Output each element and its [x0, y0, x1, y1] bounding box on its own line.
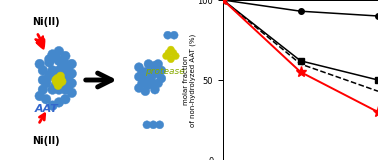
Circle shape [67, 88, 76, 98]
Circle shape [57, 76, 65, 84]
Text: AAT: AAT [35, 104, 59, 114]
Circle shape [53, 78, 60, 86]
Circle shape [51, 74, 60, 83]
Circle shape [163, 52, 170, 60]
Circle shape [141, 76, 150, 84]
Circle shape [45, 58, 54, 67]
Circle shape [54, 82, 62, 90]
Circle shape [54, 98, 64, 107]
Circle shape [45, 54, 54, 64]
Circle shape [67, 78, 76, 88]
Circle shape [48, 66, 57, 75]
Circle shape [51, 80, 60, 90]
Circle shape [54, 75, 64, 85]
Circle shape [48, 101, 57, 110]
Circle shape [60, 75, 70, 85]
Circle shape [38, 66, 48, 75]
Circle shape [64, 72, 73, 82]
Circle shape [57, 72, 67, 82]
Circle shape [60, 59, 70, 69]
Circle shape [138, 79, 147, 88]
Circle shape [52, 76, 60, 84]
Circle shape [153, 79, 163, 88]
Circle shape [56, 79, 64, 87]
Circle shape [53, 74, 61, 82]
Circle shape [138, 68, 147, 76]
Circle shape [38, 75, 48, 85]
Circle shape [57, 72, 65, 80]
Circle shape [41, 75, 51, 85]
Circle shape [150, 85, 160, 94]
Circle shape [170, 31, 178, 39]
Text: protease: protease [145, 67, 184, 76]
Circle shape [167, 56, 174, 63]
Circle shape [147, 72, 156, 81]
Circle shape [157, 74, 166, 83]
Circle shape [153, 69, 163, 78]
Circle shape [135, 63, 143, 72]
Circle shape [144, 80, 153, 89]
Circle shape [67, 59, 76, 69]
Circle shape [41, 78, 51, 88]
Circle shape [135, 84, 143, 92]
Circle shape [60, 85, 70, 94]
Circle shape [164, 31, 172, 39]
Circle shape [67, 69, 76, 78]
Circle shape [57, 80, 67, 90]
Circle shape [41, 94, 51, 104]
Circle shape [165, 49, 172, 56]
Circle shape [141, 87, 150, 96]
Circle shape [57, 59, 67, 69]
Circle shape [60, 66, 70, 75]
Circle shape [156, 121, 164, 129]
Circle shape [54, 66, 64, 75]
Circle shape [147, 66, 156, 75]
Circle shape [48, 50, 57, 59]
Circle shape [147, 79, 156, 88]
Circle shape [54, 85, 64, 94]
Circle shape [35, 91, 45, 101]
Circle shape [143, 121, 151, 129]
Circle shape [157, 66, 166, 75]
Circle shape [38, 85, 48, 94]
Circle shape [60, 51, 70, 61]
Circle shape [51, 53, 60, 62]
Circle shape [150, 61, 160, 70]
Circle shape [60, 94, 70, 104]
Text: Ni(II): Ni(II) [32, 136, 59, 146]
Circle shape [64, 62, 73, 72]
Circle shape [58, 78, 66, 86]
Circle shape [144, 60, 153, 68]
Y-axis label: molar fraction
of non-hydrolyzed AAT (%): molar fraction of non-hydrolyzed AAT (%) [183, 33, 196, 127]
Circle shape [54, 56, 64, 66]
Circle shape [170, 49, 177, 56]
Text: Ni(II): Ni(II) [32, 17, 59, 27]
Circle shape [141, 68, 150, 76]
Circle shape [54, 46, 64, 56]
Circle shape [35, 59, 45, 69]
Circle shape [135, 72, 143, 81]
Circle shape [48, 85, 57, 94]
Circle shape [64, 82, 73, 91]
Circle shape [45, 70, 54, 80]
Circle shape [172, 52, 179, 60]
Circle shape [167, 46, 174, 53]
Circle shape [153, 60, 163, 68]
Circle shape [149, 121, 157, 129]
